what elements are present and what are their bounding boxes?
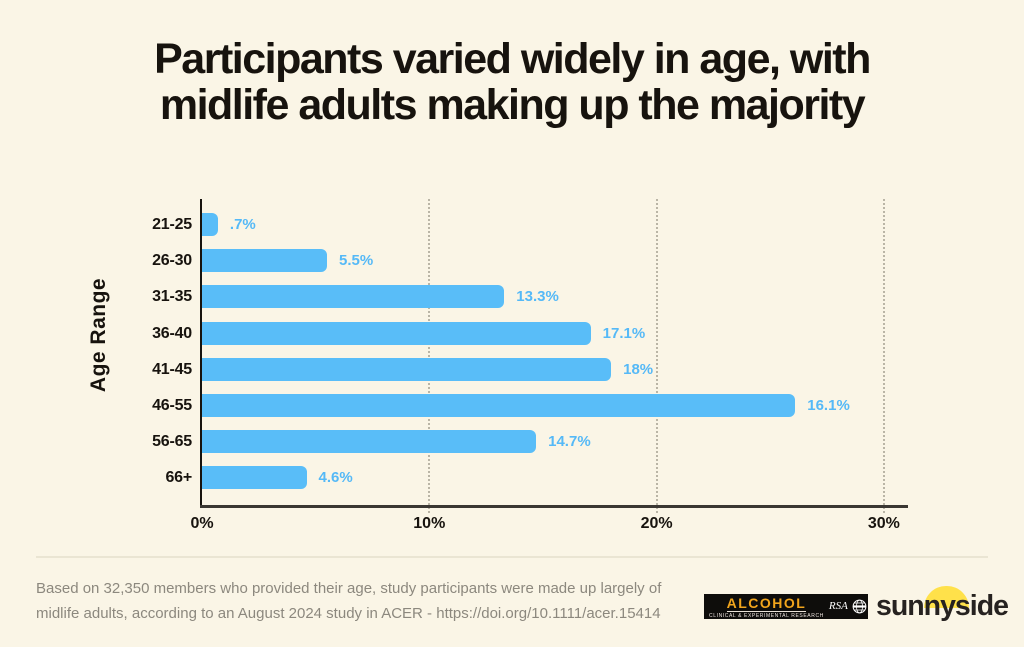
acer-logo-title: ALCOHOL xyxy=(726,594,807,612)
y-category-label-46-55: 46-55 xyxy=(152,397,192,414)
source-note-line1: Based on 32,350 members who provided the… xyxy=(36,580,662,597)
bar-36-40 xyxy=(202,321,591,345)
bar-46-55 xyxy=(202,394,796,417)
acer-logo-text: ALCOHOL CLINICAL & EXPERIMENTAL RESEARCH xyxy=(709,595,824,619)
chart-title-line2: midlife adults making up the majority xyxy=(159,81,866,129)
x-tick-label-10%: 10% xyxy=(413,515,446,532)
bar-value-label-31-35: 13.3% xyxy=(516,288,559,306)
rsa-society-icon: RSA xyxy=(828,600,848,612)
bar-26-30 xyxy=(202,249,327,273)
sunnyside-wordmark: sunnyside xyxy=(876,590,1009,622)
bar-56-65 xyxy=(202,430,537,454)
footer-divider xyxy=(36,556,988,558)
bar-value-label-46-55: 16.1% xyxy=(807,397,850,414)
acer-logo-subtitle: CLINICAL & EXPERIMENTAL RESEARCH xyxy=(709,612,824,619)
y-axis-line xyxy=(200,199,202,505)
y-category-label-66+: 66+ xyxy=(165,469,192,487)
y-axis-title: Age Range xyxy=(87,277,110,393)
y-category-label-26-30: 26-30 xyxy=(152,252,192,270)
x-tick-label-20%: 20% xyxy=(640,515,673,532)
bar-value-label-21-25: .7% xyxy=(229,216,256,233)
x-axis-line xyxy=(200,505,908,508)
bar-31-35 xyxy=(202,285,505,309)
source-note-line2: midlife adults, according to an August 2… xyxy=(36,605,661,622)
bar-66+ xyxy=(202,466,307,490)
source-note: Based on 32,350 members who provided the… xyxy=(36,576,661,626)
y-category-label-36-40: 36-40 xyxy=(152,324,192,342)
y-category-label-21-25: 21-25 xyxy=(152,216,192,233)
chart-title-line1: Participants varied widely in age, with xyxy=(154,35,871,83)
gridline-10% xyxy=(428,199,431,513)
sunnyside-logo: sunnyside xyxy=(876,583,1009,627)
acer-logo-icons: RSA xyxy=(829,599,867,614)
bar-value-label-56-65: 14.7% xyxy=(548,433,591,451)
sun-icon xyxy=(924,586,969,608)
bar-21-25 xyxy=(202,213,218,236)
y-category-label-56-65: 56-65 xyxy=(152,433,192,451)
bar-value-label-41-45: 18% xyxy=(623,360,654,378)
x-tick-label-30%: 30% xyxy=(867,515,900,532)
bar-value-label-66+: 4.6% xyxy=(318,469,353,487)
bar-41-45 xyxy=(202,357,612,381)
x-tick-label-0%: 0% xyxy=(190,515,214,532)
bar-value-label-36-40: 17.1% xyxy=(602,324,646,342)
isbra-globe-icon xyxy=(852,599,867,614)
gridline-30% xyxy=(882,199,885,513)
bar-chart-plot-area: 21-25 .7% 26-30 5.5% 31-35 13.3% 36-40 17.1% 41-… xyxy=(152,199,908,532)
y-category-label-31-35: 31-35 xyxy=(152,288,192,306)
gridline-20% xyxy=(655,199,658,513)
acer-journal-logo: ALCOHOL CLINICAL & EXPERIMENTAL RESEARCH… xyxy=(704,594,868,619)
chart-title: Participants varied widely in age, with m… xyxy=(0,36,1024,128)
y-category-label-41-45: 41-45 xyxy=(152,360,192,378)
bar-value-label-26-30: 5.5% xyxy=(339,252,374,270)
